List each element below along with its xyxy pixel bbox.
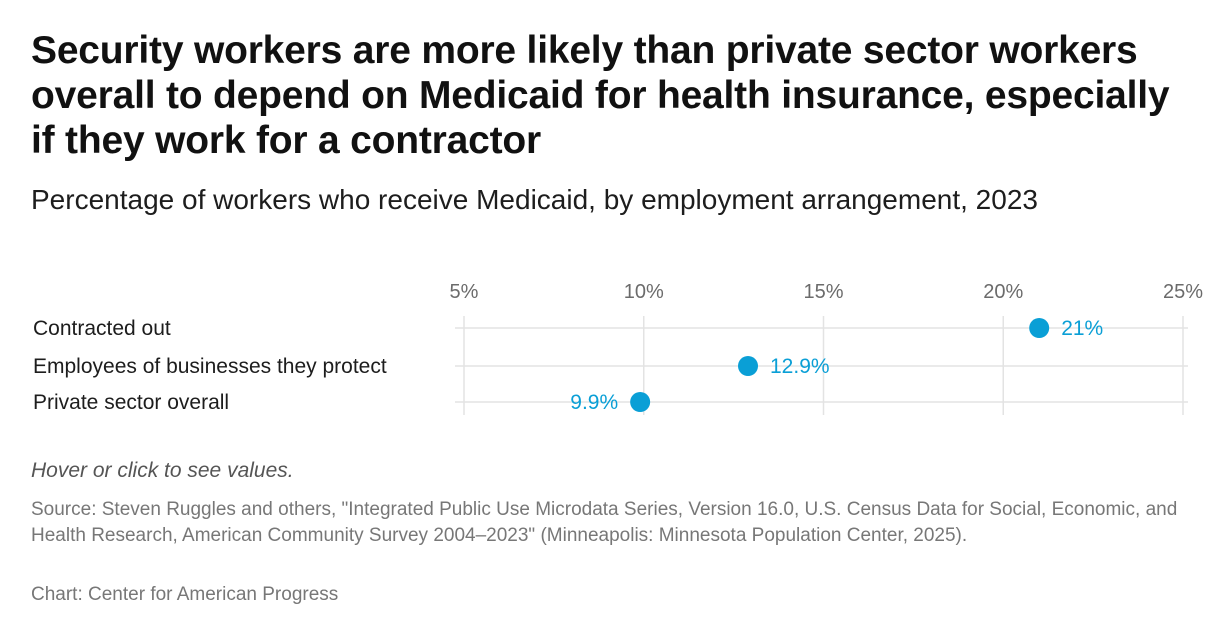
- chart-title: Security workers are more likely than pr…: [31, 29, 1170, 162]
- chart-credit: Chart: Center for American Progress: [31, 584, 339, 605]
- data-label: 12.9%: [770, 355, 830, 378]
- category-label: Employees of businesses they protect: [33, 355, 387, 378]
- category-label: Contracted out: [33, 317, 171, 340]
- data-label: 9.9%: [570, 391, 618, 414]
- data-label: 21%: [1061, 317, 1103, 340]
- category-label: Private sector overall: [33, 391, 229, 414]
- x-tick-label: 10%: [624, 281, 664, 303]
- source-note: Source: Steven Ruggles and others, "Inte…: [31, 499, 1178, 546]
- category-labels: Contracted out Employees of businesses th…: [33, 317, 387, 414]
- x-axis-ticks: 5% 10% 15% 20% 25%: [450, 281, 1204, 303]
- chart-subtitle: Percentage of workers who receive Medica…: [31, 184, 1038, 215]
- data-point[interactable]: [630, 392, 651, 412]
- interaction-hint: Hover or click to see values.: [31, 459, 294, 482]
- value-labels: 21% 12.9% 9.9%: [570, 317, 1103, 414]
- grid-lines: [455, 316, 1188, 415]
- x-tick-label: 5%: [450, 281, 479, 303]
- data-points: [630, 318, 1050, 412]
- dot-plot: 5% 10% 15% 20% 25% Contracted out Employees o…: [33, 281, 1204, 415]
- data-point[interactable]: [738, 356, 759, 376]
- x-tick-label: 25%: [1163, 281, 1203, 303]
- x-tick-label: 15%: [803, 281, 843, 303]
- x-tick-label: 20%: [983, 281, 1023, 303]
- data-point[interactable]: [1029, 318, 1050, 338]
